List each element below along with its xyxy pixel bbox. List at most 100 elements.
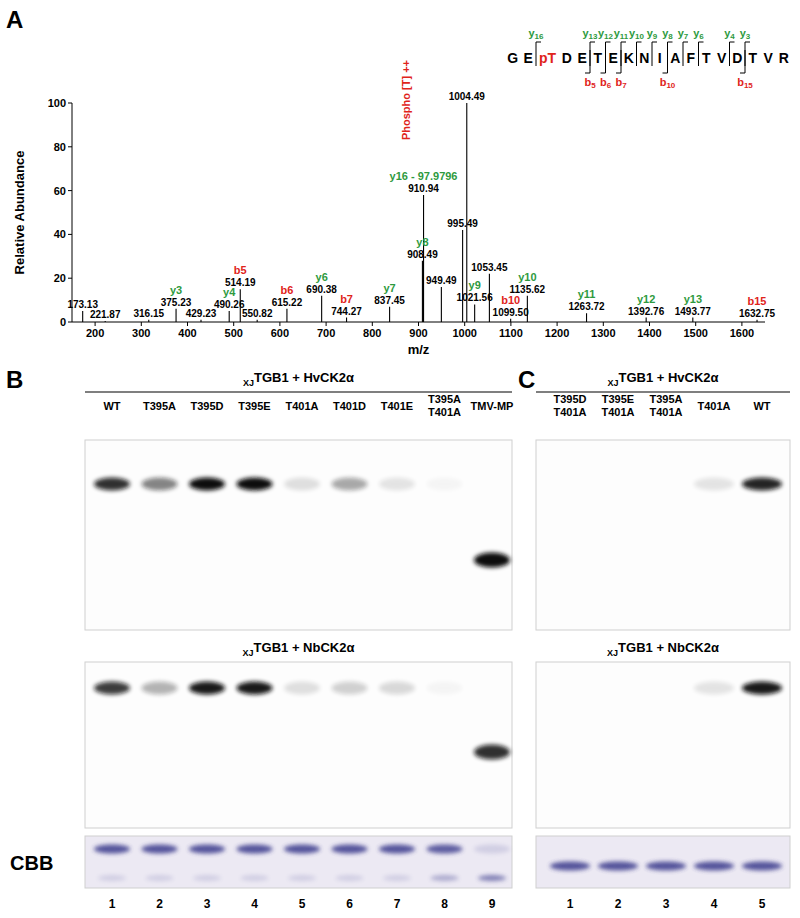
peak-label: 1004.49 <box>449 91 486 102</box>
band <box>379 682 415 695</box>
peak <box>756 320 757 322</box>
y-cleavage-tick <box>606 42 611 43</box>
residue: D <box>562 50 572 66</box>
ion-label: y11 <box>578 288 596 300</box>
y-cleavage-tick <box>652 42 657 43</box>
lane-number: 5 <box>759 897 766 911</box>
peak-label: 1493.77 <box>675 306 712 317</box>
peak-label: 490.26 <box>214 299 245 310</box>
peak-label: 1053.45 <box>471 262 508 273</box>
b-cleavage <box>745 50 746 73</box>
lane-number: 2 <box>156 897 163 911</box>
lane-number: 5 <box>299 897 306 911</box>
lane-label: T401A <box>697 400 730 412</box>
x-tick <box>603 322 604 326</box>
b-cleavage <box>621 50 622 73</box>
ion-label: y11 <box>614 27 629 41</box>
ion-label: y16 <box>528 27 544 41</box>
stain-band <box>431 875 459 881</box>
title-sub: XJ <box>243 378 254 388</box>
title-main: TGB1 + NbCK2α <box>618 640 719 655</box>
ion-number: 6 <box>607 81 612 90</box>
band <box>94 682 130 695</box>
band <box>142 682 178 695</box>
y-cleavage <box>729 42 730 66</box>
peak <box>105 321 106 322</box>
y-cleavage-tick <box>668 42 673 43</box>
ion-label: y16 - 97.9796 <box>390 170 458 182</box>
lane-label: WT <box>753 400 770 412</box>
residue: pT <box>539 50 557 66</box>
x-tick-label: 200 <box>86 327 104 339</box>
ion-label: y7 <box>383 282 395 294</box>
x-tick-label: 1000 <box>452 327 476 339</box>
ion-label: b7 <box>615 76 627 90</box>
lane-number: 8 <box>441 897 448 911</box>
x-tick-label: 1600 <box>730 327 754 339</box>
band <box>742 682 782 695</box>
peak <box>646 318 647 322</box>
gel-panel: T395DT401AT395ET401AT395AT401AT401AWTXJT… <box>536 370 790 911</box>
band <box>237 478 273 491</box>
peak-label: 550.82 <box>242 308 273 319</box>
y-tick-label: 100 <box>48 97 66 109</box>
ion-label: y3 <box>740 27 751 41</box>
stain-band <box>94 845 130 854</box>
y-axis-title: Relative Abundance <box>12 151 27 275</box>
b-cleavage-tick <box>663 73 668 74</box>
y-cleavage-tick <box>699 42 704 43</box>
peak-label: 744.27 <box>331 306 362 317</box>
lane-label: T395D <box>553 393 586 405</box>
peak <box>229 311 230 322</box>
b-cleavage-tick <box>585 73 590 74</box>
ion-label: b15 <box>748 295 767 307</box>
y-axis-line <box>72 103 73 322</box>
x-tick <box>557 322 558 326</box>
title-main: TGB1 + HvCK2α <box>254 370 354 385</box>
residue: K <box>624 50 634 66</box>
residue: R <box>779 50 789 66</box>
lane-label: T401D <box>333 400 366 412</box>
y-cleavage-tick <box>590 42 595 43</box>
x-tick <box>233 322 234 326</box>
lane-number: 1 <box>109 897 116 911</box>
y-tick-label: 60 <box>54 185 66 197</box>
x-tick-label: 300 <box>132 327 150 339</box>
stain-band <box>288 875 316 881</box>
band <box>189 478 225 491</box>
lane-label: T401A <box>649 406 682 418</box>
ion-number: 13 <box>589 32 598 41</box>
lane-label: T395A <box>649 393 682 405</box>
peak <box>474 304 475 322</box>
ion-label: b5 <box>584 76 596 90</box>
lane-label: T401A <box>601 406 634 418</box>
lane-label: T401A <box>428 406 461 418</box>
x-tick <box>418 322 419 326</box>
lane-label: TMV-MP <box>471 400 514 412</box>
y-cleavage-tick <box>730 42 735 43</box>
band <box>237 682 273 695</box>
residue: E <box>524 50 533 66</box>
peak-label: 316.15 <box>133 308 164 319</box>
ion-number: 8 <box>668 32 673 41</box>
stain-band <box>598 862 638 871</box>
ion-label: y3 <box>170 284 182 296</box>
axes: 2003004005006007008009001000110012001300… <box>12 97 765 357</box>
peak-label: 429.23 <box>186 308 217 319</box>
b-cleavage <box>605 50 606 73</box>
y-cleavage <box>683 42 684 66</box>
residue: A <box>670 50 680 66</box>
x-tick <box>649 322 650 326</box>
lane-number: 4 <box>251 897 258 911</box>
ion-label: y12 <box>598 27 614 41</box>
stain-band <box>379 845 415 854</box>
ion-label: y4 <box>724 27 735 41</box>
residue: G <box>507 50 518 66</box>
lane-number: 7 <box>394 897 401 911</box>
ion-number: 12 <box>604 32 613 41</box>
ion-number: 7 <box>622 81 627 90</box>
x-tick <box>741 322 742 326</box>
x-tick-label: 1100 <box>499 327 523 339</box>
ion-label: b6 <box>600 76 612 90</box>
residue: N <box>639 50 649 66</box>
